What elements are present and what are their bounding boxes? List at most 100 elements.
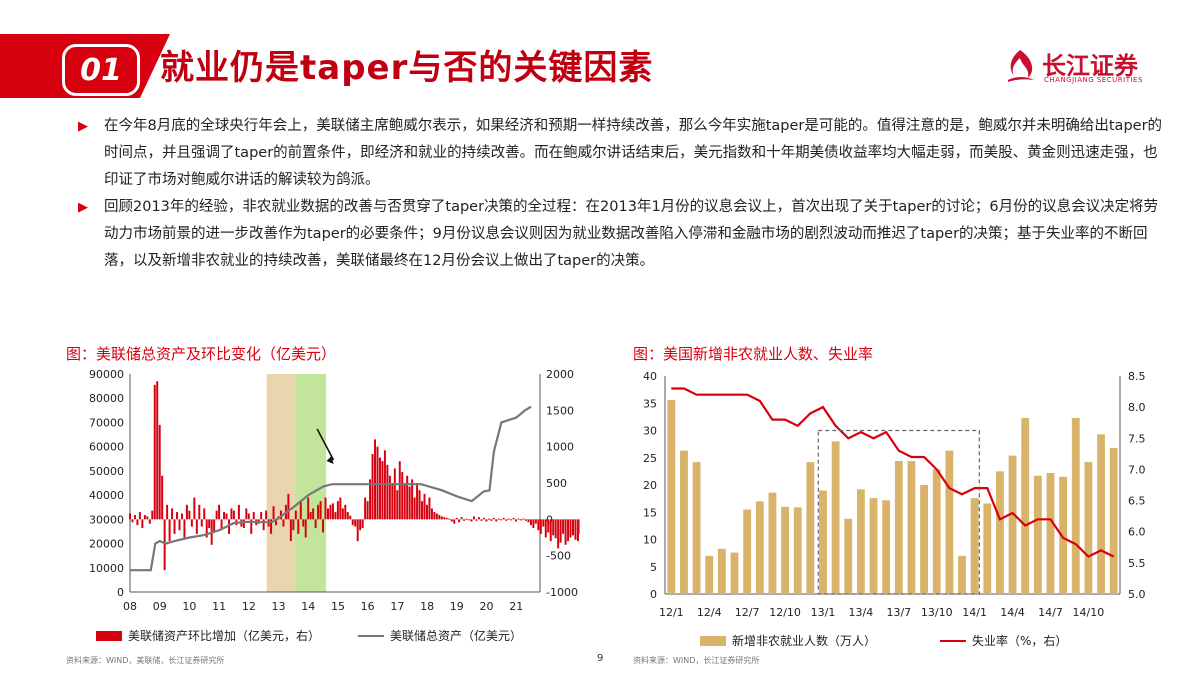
asset-change-bar [312, 508, 315, 520]
nonfarm-bar [819, 490, 827, 594]
asset-change-bar [418, 490, 421, 520]
asset-change-bar [163, 519, 166, 571]
asset-change-bar [453, 519, 456, 524]
x-tick-label: 14/10 [1073, 606, 1105, 619]
asset-change-bar [324, 497, 327, 520]
asset-change-bar [349, 515, 352, 520]
y-right-tick-label: 7.0 [1128, 463, 1146, 476]
bullet-arrow-icon: ▶ [78, 119, 88, 134]
y-right-tick-label: -1000 [546, 586, 578, 599]
y-right-tick-label: 8.5 [1128, 370, 1146, 383]
asset-change-bar [252, 512, 255, 520]
asset-change-bar [445, 517, 448, 520]
y-left-tick-label: 0 [650, 588, 657, 601]
asset-change-bar [579, 519, 580, 534]
asset-change-bar [185, 504, 188, 520]
asset-change-bar [460, 517, 463, 520]
nonfarm-bar [743, 509, 752, 594]
asset-change-bar [391, 483, 394, 520]
asset-change-bar [329, 504, 332, 520]
asset-change-bar [351, 519, 354, 526]
y-left-tick-label: 60000 [89, 441, 124, 454]
asset-change-bar [374, 439, 377, 520]
asset-change-bar [408, 486, 411, 520]
asset-change-bar [562, 519, 565, 534]
asset-change-bar [487, 518, 490, 520]
bullet-text: 回顾2013年的经验，非农就业数据的改善与否贯穿了taper决策的全过程：在20… [104, 199, 1159, 269]
y-left-tick-label: 10 [643, 534, 657, 547]
asset-change-bar [146, 516, 149, 520]
y-right-tick-label: 1500 [546, 404, 574, 417]
asset-change-bar [364, 497, 367, 520]
y-right-tick-label: 2000 [546, 368, 574, 381]
asset-change-bar [552, 519, 555, 536]
x-tick-label: 12/10 [769, 606, 801, 619]
asset-change-bar [430, 508, 433, 520]
legend-nonfarm: 新增非农就业人数（万人） [700, 632, 876, 649]
nonfarm-bar [1097, 434, 1105, 594]
y-right-tick-label: 1000 [546, 441, 574, 454]
asset-change-bar [198, 504, 201, 520]
asset-change-bar [480, 519, 483, 521]
nonfarm-bar [1021, 417, 1030, 594]
asset-change-bar [166, 504, 169, 520]
bullet-list: ▶ 在今年8月底的全球央行年会上，美联储主席鲍威尔表示，如果经济和预期一样持续改… [78, 113, 1168, 275]
asset-change-bar [218, 504, 221, 520]
asset-change-bar [440, 516, 443, 520]
nonfarm-bar [856, 489, 865, 594]
nonfarm-bar [907, 461, 916, 594]
nonfarm-bar [755, 501, 764, 594]
asset-change-bar [302, 519, 305, 527]
asset-change-bar [576, 519, 579, 542]
asset-change-bar [223, 512, 226, 520]
legend-fed-total-assets: 美联储总资产（亿美元） [358, 627, 522, 644]
asset-change-bar [161, 475, 164, 520]
x-tick-label: 10 [182, 600, 196, 612]
y-right-tick-label: 5.0 [1128, 588, 1146, 601]
asset-change-bar [205, 519, 208, 538]
nonfarm-bar [1033, 475, 1042, 594]
asset-change-bar [532, 519, 535, 529]
asset-change-bar [455, 517, 458, 520]
nonfarm-bar [958, 555, 966, 594]
y-left-tick-label: 35 [643, 397, 657, 410]
asset-change-bar [354, 519, 357, 527]
page-title: 就业仍是taper与否的关键因素 [160, 48, 654, 88]
asset-change-bar [190, 519, 193, 527]
asset-change-bar [534, 519, 537, 524]
asset-change-bar [148, 519, 151, 524]
asset-change-bar [193, 497, 196, 520]
x-tick-label: 13/4 [849, 606, 874, 619]
logo-name: 长江证券 [1042, 52, 1138, 80]
asset-change-bar [131, 519, 134, 523]
y-right-tick-label: 500 [546, 477, 567, 490]
asset-change-bar [247, 513, 250, 520]
asset-change-bar [173, 519, 176, 534]
y-left-tick-label: 20 [643, 479, 657, 492]
nonfarm-bar [983, 503, 992, 594]
x-tick-label: 18 [420, 600, 434, 612]
asset-change-bar [158, 424, 161, 520]
y-left-tick-label: 80000 [89, 392, 124, 405]
asset-change-bar [539, 519, 542, 534]
asset-change-bar [438, 514, 441, 520]
asset-change-bar [515, 519, 518, 522]
asset-change-bar [322, 519, 325, 533]
chart-title-fed-assets: 图：美联储总资产及环比变化（亿美元） [66, 345, 337, 363]
x-tick-label: 19 [450, 600, 464, 612]
bullet-item: ▶ 回顾2013年的经验，非农就业数据的改善与否贯穿了taper决策的全过程：在… [78, 194, 1168, 275]
asset-change-bar [378, 457, 381, 520]
nonfarm-bar [680, 450, 688, 594]
nonfarm-bar [667, 399, 676, 594]
nonfarm-bar [1071, 417, 1080, 594]
asset-change-bar [510, 519, 513, 521]
asset-change-bar [490, 519, 493, 521]
x-tick-label: 14/1 [962, 606, 987, 619]
nonfarm-bar [692, 462, 701, 594]
nonfarm-bar [768, 492, 777, 594]
asset-change-bar [275, 519, 278, 526]
asset-change-bar [448, 518, 451, 520]
asset-change-bar [500, 519, 503, 521]
asset-change-bar [309, 512, 312, 520]
asset-change-bar [470, 519, 473, 522]
